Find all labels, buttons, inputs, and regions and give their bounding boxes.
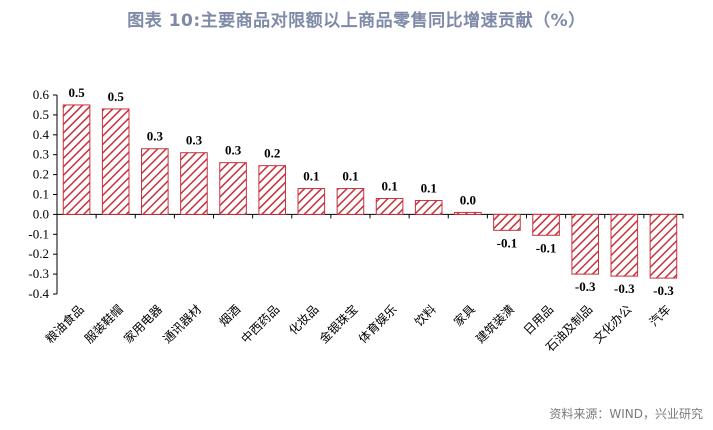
category-label: 文化办公: [590, 302, 635, 347]
bar: [493, 213, 521, 231]
category-label: 中西药品: [238, 302, 283, 347]
y-tick-label: -0.1: [28, 226, 49, 241]
y-tick-label: 0.4: [33, 127, 50, 142]
data-label: 0.0: [460, 192, 476, 207]
data-label: 0.2: [264, 146, 280, 161]
category-label: 建筑装潢: [473, 302, 518, 347]
bar: [532, 213, 560, 236]
y-tick-label: 0.2: [33, 167, 49, 182]
bar: [375, 197, 404, 215]
data-label: -0.1: [536, 240, 557, 255]
y-tick-label: 0.1: [33, 187, 49, 202]
bar: [336, 188, 365, 215]
category-label: 金银珠宝: [316, 302, 361, 347]
bar: [297, 188, 326, 215]
category-label: 化妆品: [286, 302, 321, 337]
data-label: -0.1: [497, 235, 518, 250]
category-label: 汽车: [646, 302, 674, 330]
bar: [180, 152, 208, 215]
bar: [454, 211, 482, 215]
bar: [414, 199, 443, 215]
bar: [258, 165, 286, 215]
chart-axes: 0.6 0.5 0.4 0.3 0.2 0.1 0.0 -0.1 -0.2 -0.3 -0.4: [28, 87, 684, 301]
category-label: 饮料: [412, 302, 439, 329]
category-label: 家具: [450, 302, 478, 330]
category-label: 家用电器: [120, 302, 165, 347]
chart-title: 图表 10:主要商品对限额以上商品零售同比增速贡献（%）: [127, 11, 586, 31]
category-label: 服装鞋帽: [81, 302, 126, 347]
y-tick-label: 0.0: [33, 206, 49, 221]
y-tick-label: 0.6: [33, 87, 50, 102]
category-label: 粮油食品: [42, 302, 87, 347]
y-tick-label: -0.3: [28, 266, 49, 281]
data-label: -0.3: [653, 283, 674, 298]
y-tick-label: 0.3: [33, 147, 49, 162]
y-tick-label: -0.4: [28, 286, 49, 301]
category-label: 烟酒: [216, 302, 243, 329]
data-label: 0.3: [186, 133, 203, 148]
data-label: 0.5: [108, 89, 125, 104]
bar: [101, 108, 130, 215]
category-label: 通讯器材: [160, 302, 204, 346]
data-label: -0.3: [614, 281, 635, 296]
bar: [62, 104, 91, 215]
data-label: 0.1: [421, 180, 437, 195]
bar: [141, 148, 169, 215]
bar: [649, 213, 678, 279]
data-label: 0.1: [303, 169, 319, 184]
bar: [571, 213, 599, 275]
category-label: 日用品: [521, 302, 556, 337]
bar: [219, 162, 247, 215]
y-tick-label: -0.2: [28, 246, 49, 261]
chart-bars: [62, 104, 678, 279]
data-label: 0.3: [147, 129, 164, 144]
data-label: -0.3: [575, 279, 596, 294]
category-label: 体育娱乐: [355, 302, 400, 347]
source-note: 资料来源：WIND，兴业研究: [549, 407, 703, 421]
data-label: 0.3: [225, 143, 242, 158]
data-label: 0.1: [381, 178, 397, 193]
data-label: 0.1: [342, 169, 358, 184]
bar: [610, 213, 639, 277]
data-label: 0.5: [68, 85, 85, 100]
y-tick-label: 0.5: [33, 107, 49, 122]
